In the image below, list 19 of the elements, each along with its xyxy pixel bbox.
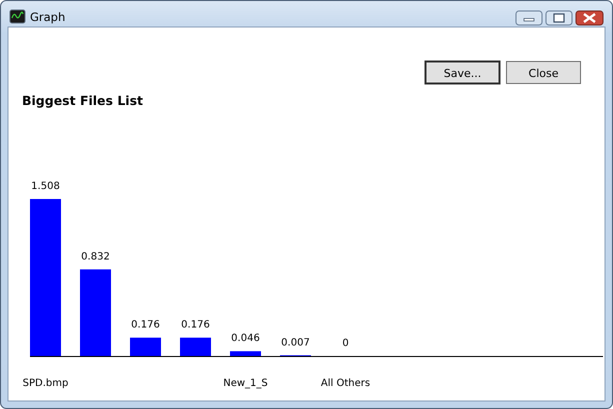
save-button: Save...	[424, 60, 500, 84]
bar	[130, 338, 161, 356]
bar	[80, 269, 111, 356]
bar	[180, 338, 211, 356]
data-label: 0.046	[231, 333, 260, 344]
chart-title: Biggest Files List	[22, 93, 144, 108]
data-label: 0.176	[131, 320, 160, 331]
bar	[30, 199, 61, 356]
data-label: 1.508	[31, 181, 60, 192]
data-label: 0.176	[181, 320, 210, 331]
data-label: 0.007	[281, 337, 310, 348]
x-tick-label: All Others	[320, 378, 370, 389]
bar	[230, 351, 261, 356]
close-button: Close	[506, 61, 581, 84]
data-label: 0	[342, 338, 349, 349]
x-tick-label: New_1_S	[223, 378, 268, 389]
text: Graph	[30, 10, 66, 24]
data-label: 0.832	[81, 251, 110, 262]
x-tick-label: SPD.bmp	[22, 378, 68, 389]
